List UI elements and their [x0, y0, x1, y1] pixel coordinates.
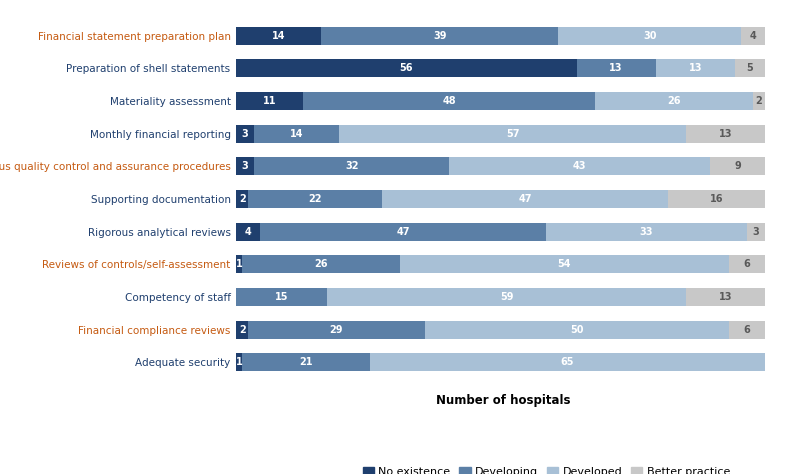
Bar — [254, 125, 339, 143]
Text: 26: 26 — [667, 96, 681, 106]
Bar — [236, 125, 254, 143]
Text: 16: 16 — [710, 194, 723, 204]
Bar — [401, 255, 729, 273]
Bar — [248, 321, 425, 339]
Bar — [236, 27, 321, 45]
Text: 1: 1 — [236, 357, 242, 367]
Text: 56: 56 — [400, 64, 413, 73]
Bar — [753, 92, 765, 110]
Text: 2: 2 — [756, 96, 763, 106]
Text: 3: 3 — [242, 162, 249, 172]
Bar — [242, 354, 370, 372]
Bar — [370, 354, 765, 372]
Text: 21: 21 — [299, 357, 312, 367]
Text: 57: 57 — [506, 129, 519, 139]
Text: 39: 39 — [433, 31, 446, 41]
Text: 54: 54 — [558, 259, 571, 269]
Bar — [236, 288, 327, 306]
Bar — [236, 59, 577, 77]
Text: 6: 6 — [744, 259, 750, 269]
Text: 43: 43 — [573, 162, 586, 172]
Bar — [236, 157, 254, 175]
Text: 9: 9 — [734, 162, 741, 172]
Text: 47: 47 — [397, 227, 410, 237]
Legend: No existence, Developing, Developed, Better practice: No existence, Developing, Developed, Bet… — [358, 463, 734, 474]
Text: 13: 13 — [719, 292, 733, 302]
Bar — [729, 321, 765, 339]
Bar — [254, 157, 449, 175]
Text: 65: 65 — [561, 357, 575, 367]
Text: 26: 26 — [315, 259, 328, 269]
Text: 13: 13 — [609, 64, 623, 73]
Bar — [595, 92, 753, 110]
Text: 2: 2 — [238, 325, 246, 335]
Bar — [668, 190, 765, 208]
Bar — [425, 321, 729, 339]
Bar — [711, 157, 765, 175]
Bar — [741, 27, 765, 45]
Text: 3: 3 — [752, 227, 759, 237]
Text: 32: 32 — [345, 162, 358, 172]
Bar — [236, 255, 242, 273]
Bar — [327, 288, 686, 306]
Text: 22: 22 — [309, 194, 322, 204]
Bar — [656, 59, 735, 77]
Bar — [236, 190, 248, 208]
Text: 50: 50 — [570, 325, 583, 335]
Bar — [449, 157, 711, 175]
Bar — [236, 321, 248, 339]
Bar — [546, 223, 747, 241]
Bar — [559, 27, 741, 45]
Text: 13: 13 — [689, 64, 702, 73]
Text: 59: 59 — [500, 292, 513, 302]
Bar — [236, 92, 303, 110]
Bar — [236, 223, 260, 241]
Text: 13: 13 — [719, 129, 733, 139]
Text: 1: 1 — [236, 259, 242, 269]
Bar — [260, 223, 546, 241]
Bar — [729, 255, 765, 273]
Bar — [747, 223, 765, 241]
Text: 6: 6 — [744, 325, 750, 335]
Text: 48: 48 — [442, 96, 456, 106]
Text: 33: 33 — [640, 227, 653, 237]
Bar — [236, 354, 242, 372]
Bar — [339, 125, 686, 143]
Text: 30: 30 — [643, 31, 656, 41]
Text: 29: 29 — [330, 325, 343, 335]
Bar — [242, 255, 401, 273]
Text: 4: 4 — [750, 31, 756, 41]
Bar — [735, 59, 765, 77]
Text: 3: 3 — [242, 129, 249, 139]
Bar — [577, 59, 656, 77]
Text: 15: 15 — [275, 292, 289, 302]
Bar — [303, 92, 595, 110]
Text: 2: 2 — [238, 194, 246, 204]
Bar — [321, 27, 559, 45]
Text: 5: 5 — [747, 64, 753, 73]
Bar — [248, 190, 382, 208]
Bar — [382, 190, 668, 208]
Text: 11: 11 — [263, 96, 276, 106]
Bar — [686, 125, 765, 143]
X-axis label: Number of hospitals: Number of hospitals — [437, 394, 571, 407]
Bar — [686, 288, 765, 306]
Text: 14: 14 — [290, 129, 304, 139]
Text: 47: 47 — [518, 194, 532, 204]
Text: 14: 14 — [272, 31, 286, 41]
Text: 4: 4 — [245, 227, 252, 237]
